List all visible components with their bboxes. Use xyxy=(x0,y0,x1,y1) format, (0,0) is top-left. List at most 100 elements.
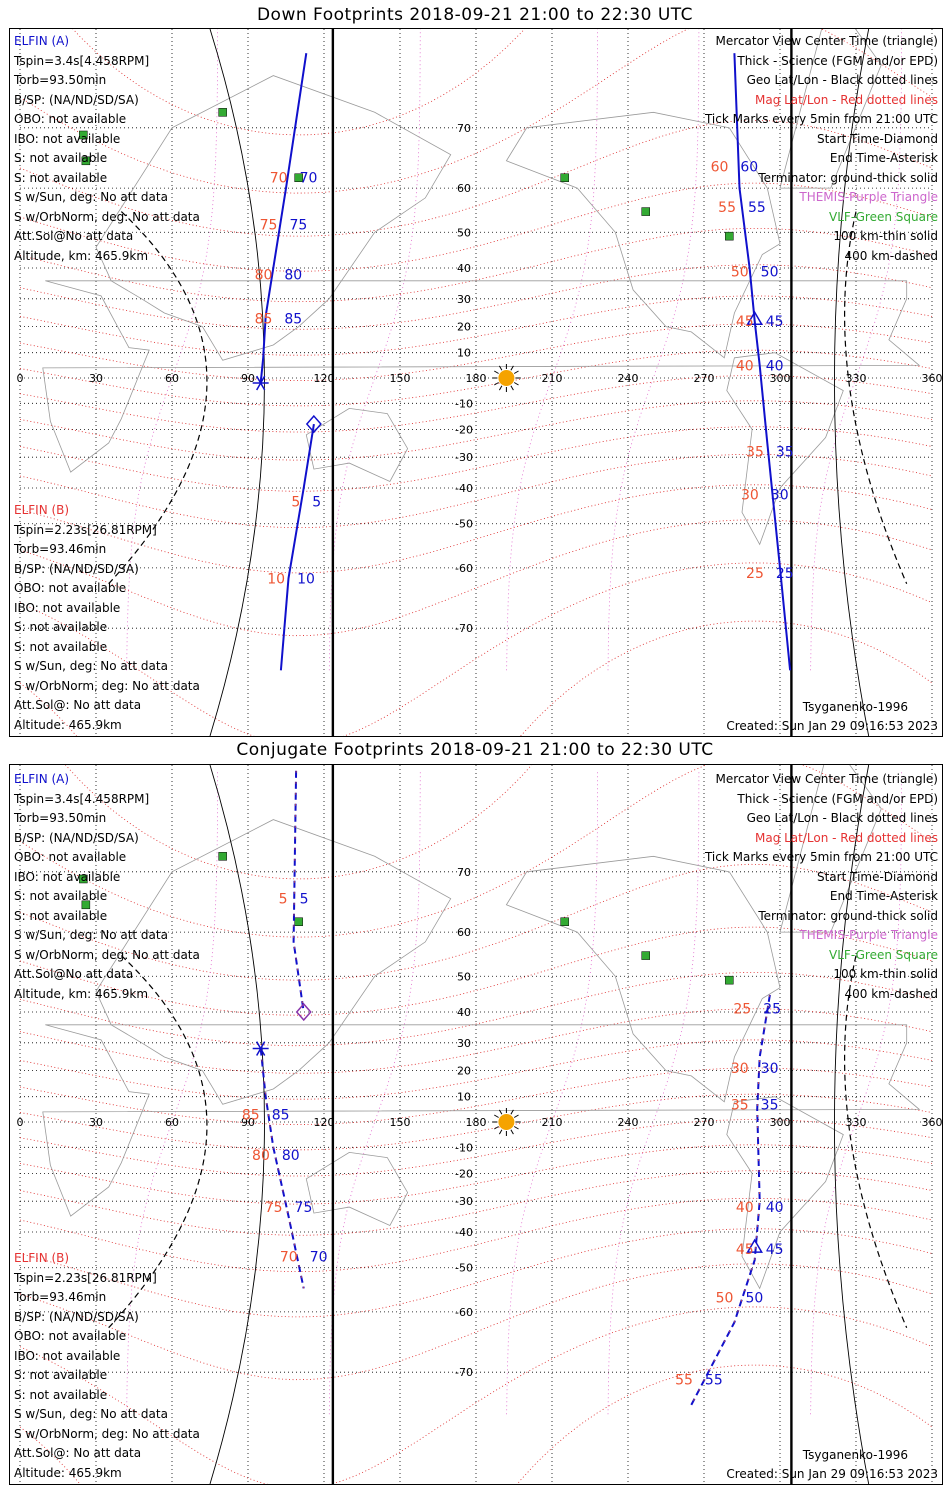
mag-parallel xyxy=(19,1119,933,1177)
sun-ray xyxy=(510,385,514,391)
line-400km-east xyxy=(844,211,908,584)
line-100km-west xyxy=(209,765,265,1484)
legend-line: Thick - Science (FGM and/or EPD) xyxy=(737,53,938,68)
track-label-mag: 40 xyxy=(736,358,754,374)
info-line: S w/Sun, deg: No att data xyxy=(14,659,168,673)
end-asterisk xyxy=(256,375,266,391)
track-label-time: 75 xyxy=(295,1200,313,1216)
vlf-square xyxy=(79,130,88,140)
lat-tick-label: 40 xyxy=(457,1006,471,1019)
elfin-a-track-overlay xyxy=(690,994,771,1406)
sun-ray xyxy=(498,1129,503,1135)
australia-coast xyxy=(305,1151,409,1227)
mag-meridian xyxy=(607,29,700,671)
line-400km-west xyxy=(108,211,208,585)
info-line: Torb=93.50min xyxy=(14,811,107,825)
legend-line: 400 km-dashed xyxy=(844,248,938,263)
legend-line: Mercator View Center Time (triangle) xyxy=(715,34,938,48)
mag-parallel xyxy=(19,1144,933,1205)
legend-line: Mag Lat/Lon - Red dotted lines xyxy=(754,92,938,107)
track-label-mag: 75 xyxy=(260,217,278,233)
legend-line: End Time-Asterisk xyxy=(829,889,938,903)
vlf-square xyxy=(79,874,88,884)
mag-meridian xyxy=(810,29,902,671)
created-label: Created: Sun Jan 29 09:16:53 2023 xyxy=(726,1467,938,1481)
map-panel-down: 0 30 60 90 120 150 180 210 240 270 300 330 360 70 60 50… xyxy=(9,28,943,737)
mag-parallel xyxy=(64,765,533,880)
sun-ray xyxy=(513,1114,519,1118)
info-line: Tspin=2.23s[26.81RPM] xyxy=(14,1270,157,1285)
mag-parallel xyxy=(19,295,933,356)
track-label-time: 60 xyxy=(740,160,758,176)
created-label: Created: Sun Jan 29 09:16:53 2023 xyxy=(726,719,938,733)
track-label-time: 25 xyxy=(776,566,794,582)
legend-line: 100 km-thin solid xyxy=(833,229,938,243)
vlf-square xyxy=(641,207,650,216)
track-label-mag: 80 xyxy=(255,267,273,283)
lat-tick-label: -60 xyxy=(455,1306,473,1319)
mag-parallel xyxy=(19,228,933,303)
model-label: Tsyganenko-1996 xyxy=(802,1448,908,1462)
lat-tick-label: 50 xyxy=(457,970,471,983)
mag-parallel xyxy=(19,426,933,492)
info-line: IBO: not available xyxy=(14,869,121,884)
track-label-mag: 85 xyxy=(255,312,273,328)
info-line: S: not available xyxy=(14,889,108,903)
sun-ray xyxy=(510,1109,514,1115)
info-line: OBO: not available xyxy=(14,581,127,595)
mag-parallel xyxy=(19,1093,933,1151)
lat-tick-label: 40 xyxy=(457,262,471,275)
track-label-mag: 45 xyxy=(736,314,754,330)
lat-tick-label: -40 xyxy=(455,1226,473,1239)
legend-line: End Time-Asterisk xyxy=(829,151,938,165)
lon-tick-label: 360 xyxy=(922,1116,943,1129)
map-canvas: 0 30 60 90 120 150 180 210 240 270 300 330 360 70 60 50… xyxy=(17,765,943,1484)
track-label-mag: 35 xyxy=(746,444,764,460)
elfin-a-track xyxy=(690,994,771,1406)
info-line: Altitude: 465.9km xyxy=(14,717,122,732)
axis-labels: 0 30 60 90 120 150 180 210 240 270 300 330 360 70 60 50… xyxy=(17,866,943,1379)
track-label-mag: 25 xyxy=(746,566,764,582)
info-line: Tspin=3.4s[4.458RPM] xyxy=(14,53,150,68)
info-line: S: not available xyxy=(14,639,108,654)
track-label-mag: 70 xyxy=(280,1249,298,1265)
legend-line: THEMIS-Purple Triangle xyxy=(799,928,938,942)
mag-parallel xyxy=(19,620,933,736)
lat-tick-label: -30 xyxy=(455,1195,473,1208)
lon-tick-label: 240 xyxy=(618,372,639,385)
info-line: B/SP: (NA/ND/SD/SA) xyxy=(14,830,139,845)
lon-tick-label: 120 xyxy=(314,372,335,385)
info-line: Att.Sol@: No att data xyxy=(14,698,142,712)
greenland-coast xyxy=(779,765,882,933)
sun-ray xyxy=(494,370,499,374)
elfin-b-track-north xyxy=(292,770,305,1013)
track-label-time: 75 xyxy=(289,217,307,233)
track-label-time: 40 xyxy=(766,358,784,374)
vlf-square xyxy=(294,173,303,182)
lat-tick-label: -40 xyxy=(455,482,473,495)
info-line: S: not available xyxy=(14,151,108,165)
map-layer: 0 30 60 90 120 150 180 210 240 270 300 330 360 70 60 50… xyxy=(17,29,942,736)
track-label-time: 10 xyxy=(297,571,315,587)
mag-meridian xyxy=(506,770,598,1415)
elfin-a-info: ELFIN (A) Tspin=3.4s[4.458RPM] Torb=93.5… xyxy=(14,32,200,266)
lat-tick-label: -10 xyxy=(455,1141,473,1154)
line-100km-west xyxy=(209,29,265,736)
elfin-a-track xyxy=(733,53,792,671)
lon-tick-label: 150 xyxy=(390,372,411,385)
info-line: B/SP: (NA/ND/SD/SA) xyxy=(14,1309,139,1324)
mag-parallel xyxy=(19,1228,933,1318)
track-label-mag: 55 xyxy=(675,1373,693,1389)
info-line: Att.Sol@No att data xyxy=(14,229,134,243)
lat-tick-label: -10 xyxy=(455,397,473,410)
africa-coast xyxy=(42,1024,921,1217)
north-america-coast xyxy=(505,111,781,359)
sun-ray xyxy=(494,382,499,386)
info-line: IBO: not available xyxy=(14,600,121,615)
lon-tick-label: 210 xyxy=(542,372,563,385)
mag-meridian xyxy=(607,770,700,1415)
track-label-mag: 75 xyxy=(265,1200,283,1216)
mag-parallel xyxy=(19,400,933,461)
south-america-coast xyxy=(726,352,844,546)
mag-parallel xyxy=(19,972,933,1047)
